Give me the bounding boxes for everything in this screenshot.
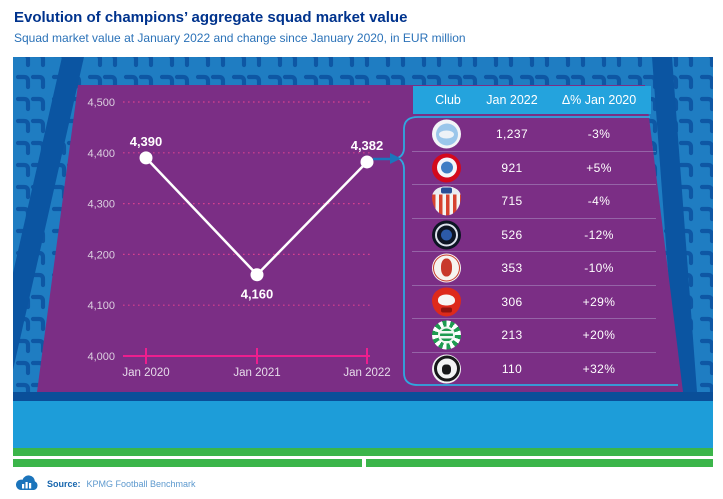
pitch-green-strip	[366, 459, 713, 467]
figure-header: Evolution of champions’ aggregate squad …	[14, 8, 466, 45]
table-row: 213 +20%	[412, 319, 656, 353]
x-tick-label: Jan 2020	[122, 367, 169, 379]
source-line: Source: KPMG Football Benchmark	[14, 475, 196, 492]
col-header-delta: Δ% Jan 2020	[562, 93, 636, 107]
table-header-band	[413, 86, 651, 114]
x-tick-label: Jan 2022	[343, 367, 390, 379]
dark-strip	[13, 392, 713, 401]
source-text: KPMG Football Benchmark	[86, 478, 196, 489]
x-axis-labels: Jan 2020 Jan 2021 Jan 2022	[122, 367, 390, 379]
crest-inter-milan-icon	[432, 220, 461, 250]
stadium-chart-figure: 4,500 4,400 4,300 4,200 4,100 4,000 Jan 2020 J…	[13, 57, 713, 467]
table-row: 921 +5%	[412, 152, 656, 185]
y-tick-label: 4,500	[87, 97, 115, 109]
market-value: 213	[501, 328, 523, 343]
data-point	[250, 268, 264, 282]
pitch-green-strip	[13, 448, 713, 456]
delta-percent: -4%	[587, 194, 611, 209]
delta-percent: +20%	[582, 328, 616, 343]
crest-besiktas-icon	[432, 354, 461, 384]
left-aisle	[13, 57, 84, 370]
col-header-club: Club	[435, 93, 461, 107]
y-tick-label: 4,400	[87, 148, 115, 160]
market-value: 526	[501, 227, 523, 242]
crest-manchester-city-icon	[432, 119, 461, 149]
data-label: 4,160	[241, 287, 274, 302]
delta-percent: +5%	[586, 160, 612, 175]
delta-percent: -12%	[584, 227, 614, 242]
market-value: 921	[501, 160, 523, 175]
table-row: 110 +32%	[412, 353, 656, 386]
table-row: 715 -4%	[412, 185, 656, 219]
market-value: 110	[501, 361, 523, 376]
delta-percent: -3%	[587, 127, 611, 142]
crest-ajax-icon	[432, 253, 461, 283]
delta-percent: +29%	[582, 294, 616, 309]
data-points	[139, 151, 374, 282]
market-value: 1,237	[495, 127, 529, 142]
table-row: 526 -12%	[412, 219, 656, 252]
data-label: 4,390	[130, 134, 163, 149]
right-aisle	[652, 57, 697, 392]
market-value: 306	[501, 294, 523, 309]
y-tick-label: 4,000	[87, 351, 115, 363]
lower-stand	[13, 401, 713, 448]
col-header-jan-2022: Jan 2022	[486, 93, 537, 107]
pitch-panel	[37, 85, 683, 392]
data-point	[360, 155, 374, 169]
y-tick-label: 4,200	[87, 249, 115, 261]
crest-bayern-munich-icon	[432, 153, 461, 183]
callout-arrow-head-icon	[390, 153, 401, 164]
club-table: 1,237 -3% 921 +5% 715 -4% 526 -12% 353 -10% 306 +29…	[412, 118, 656, 385]
crest-lille-icon	[432, 287, 461, 317]
y-tick-label: 4,100	[87, 300, 115, 312]
table-row: 1,237 -3%	[412, 118, 656, 152]
data-label: 4,382	[351, 138, 384, 153]
table-row: 353 -10%	[412, 252, 656, 286]
crest-atletico-madrid-icon	[432, 186, 461, 216]
delta-percent: +32%	[582, 361, 616, 376]
data-point	[139, 151, 153, 165]
delta-percent: -10%	[584, 261, 614, 276]
table-row: 306 +29%	[412, 286, 656, 319]
page-subtitle: Squad market value at January 2022 and c…	[14, 31, 466, 45]
market-value: 715	[501, 194, 523, 209]
y-tick-label: 4,300	[87, 199, 115, 211]
crest-sporting-cp-icon	[432, 320, 461, 350]
market-value: 353	[501, 261, 523, 276]
chart-grid: 4,500 4,400 4,300 4,200 4,100 4,000	[87, 97, 370, 364]
pitch-green-strip	[13, 459, 362, 467]
source-label: Source:	[47, 478, 81, 489]
x-tick-label: Jan 2021	[233, 367, 280, 379]
football-benchmark-logo-icon	[15, 475, 38, 490]
page-title: Evolution of champions’ aggregate squad …	[14, 9, 408, 26]
